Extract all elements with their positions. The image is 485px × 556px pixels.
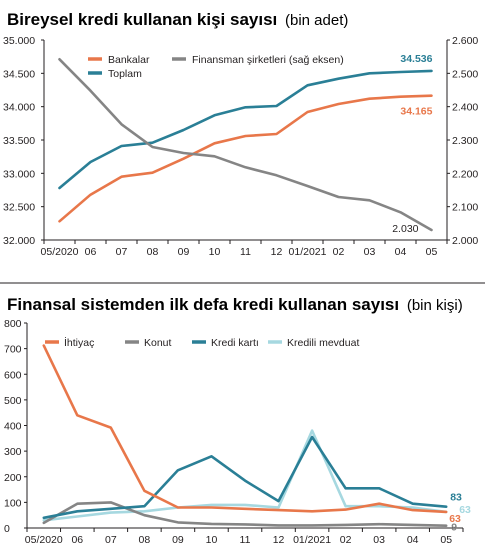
- chart1-ytick-label: 34.500: [3, 68, 35, 80]
- chart2-xtick-label: 05/2020: [25, 534, 63, 546]
- chart1-xtick-label: 12: [271, 246, 283, 258]
- chart1-data-label-bankalar: 34.165: [400, 106, 432, 118]
- chart1-y2tick-label: 2.200: [452, 168, 478, 180]
- chart1-xtick-label: 05/2020: [41, 246, 79, 258]
- chart1-xtick-label: 09: [178, 246, 190, 258]
- chart1-ytick-label: 33.500: [3, 135, 35, 147]
- chart2-legend-label-kredili-mevduat: Kredili mevduat: [287, 337, 359, 349]
- chart2-ytick-label: 500: [4, 395, 22, 407]
- chart1-y2tick-label: 2.600: [452, 35, 478, 47]
- chart2-xtick-label: 04: [407, 534, 419, 546]
- chart1-ytick-label: 34.000: [3, 102, 35, 114]
- chart1-xtick-label: 06: [85, 246, 97, 258]
- chart2-xtick-label: 08: [139, 534, 151, 546]
- chart2-data-label-konut: 9: [451, 522, 457, 534]
- chart1-xtick-label: 07: [116, 246, 128, 258]
- chart1-xtick-label: 05: [426, 246, 438, 258]
- chart1-legend-label-bankalar: Bankalar: [108, 54, 150, 66]
- chart2-series-line-konut: [42, 501, 448, 528]
- chart2-xtick-label: 06: [71, 534, 83, 546]
- chart1-ytick-label: 32.000: [3, 235, 35, 247]
- chart2-data-label-kredi-karti: 83: [450, 492, 462, 504]
- chart1-xtick-label: 03: [364, 246, 376, 258]
- chart1-ytick-label: 33.000: [3, 168, 35, 180]
- chart2-xtick-label: 01/2021: [293, 534, 331, 546]
- chart1-legend-label-finansman-sirketleri-sag-eksen: Finansman şirketleri (sağ eksen): [192, 54, 344, 66]
- chart1-y2tick-label: 2.500: [452, 68, 478, 80]
- chart1: 32.000 32.500 33.000 33.500 34.000 34.500 35.0…: [3, 35, 478, 258]
- chart1-y2tick-label: 2.000: [452, 235, 478, 247]
- chart1-y2tick-label: 2.400: [452, 102, 478, 114]
- chart2-series-line-ihtiyac: [42, 344, 448, 514]
- chart2-xtick-label: 02: [340, 534, 352, 546]
- chart1-title: Bireysel kredi kullanan kişi sayısı (bin…: [7, 10, 348, 29]
- chart2-legend-label-konut: Konut: [144, 337, 172, 349]
- chart1-ytick-label: 35.000: [3, 35, 35, 47]
- chart1-y2tick-label: 2.100: [452, 202, 478, 214]
- chart1-data-label-finansman: 2.030: [392, 223, 418, 235]
- chart1-series-line-finansman-sirketleri-sag-eksen: [58, 57, 433, 232]
- chart2-xtick-label: 07: [105, 534, 117, 546]
- chart1-y2tick-label: 2.300: [452, 135, 478, 147]
- chart1-series-line-bankalar: [58, 94, 433, 223]
- chart1-legend-label-toplam: Toplam: [108, 68, 142, 80]
- chart2-data-label-ihtiyac: 63: [449, 513, 461, 525]
- chart2-xtick-label: 11: [240, 534, 251, 546]
- chart1-xtick-label: 11: [240, 246, 251, 258]
- chart2-xtick-label: 12: [273, 534, 285, 546]
- chart1-data-label-toplam: 34.536: [400, 53, 432, 65]
- chart2-legend-label-kredi-karti: Kredi kartı: [211, 337, 259, 349]
- chart2-xtick-label: 05: [440, 534, 452, 546]
- chart2-ytick-label: 200: [4, 472, 22, 484]
- chart2-series-line-kredi-karti: [42, 435, 448, 520]
- chart2-ytick-label: 300: [4, 446, 22, 458]
- chart2-xtick-label: 03: [373, 534, 385, 546]
- chart1-xtick-label: 01/2021: [289, 246, 327, 258]
- chart2-ytick-label: 800: [4, 318, 22, 330]
- chart2-ytick-label: 100: [4, 497, 22, 509]
- chart2-data-label-kredili-mevduat: 63: [459, 504, 471, 516]
- chart2-series-line-kredili-mevduat: [42, 429, 448, 522]
- chart2-legend-label-ihtiyac: İhtiyaç: [64, 336, 94, 349]
- chart2-ytick-label: 400: [4, 421, 22, 433]
- chart2-ytick-label: 700: [4, 344, 22, 356]
- chart2-ytick-label: 0: [4, 523, 10, 535]
- chart2-xtick-label: 10: [206, 534, 218, 546]
- chart1-xtick-label: 08: [147, 246, 159, 258]
- chart1-xtick-label: 10: [209, 246, 221, 258]
- chart2-xtick-label: 09: [172, 534, 184, 546]
- chart2-title: Finansal sistemden ilk defa kredi kullan…: [7, 295, 463, 314]
- chart1-series-line-toplam: [58, 69, 433, 190]
- chart2: 0 100 200 300 400 500 600 700 800 05/2020 06 07 08 09…: [4, 318, 471, 546]
- chart2-ytick-label: 600: [4, 369, 22, 381]
- chart1-ytick-label: 32.500: [3, 202, 35, 214]
- chart1-xtick-label: 04: [395, 246, 407, 258]
- chart1-xtick-label: 02: [333, 246, 345, 258]
